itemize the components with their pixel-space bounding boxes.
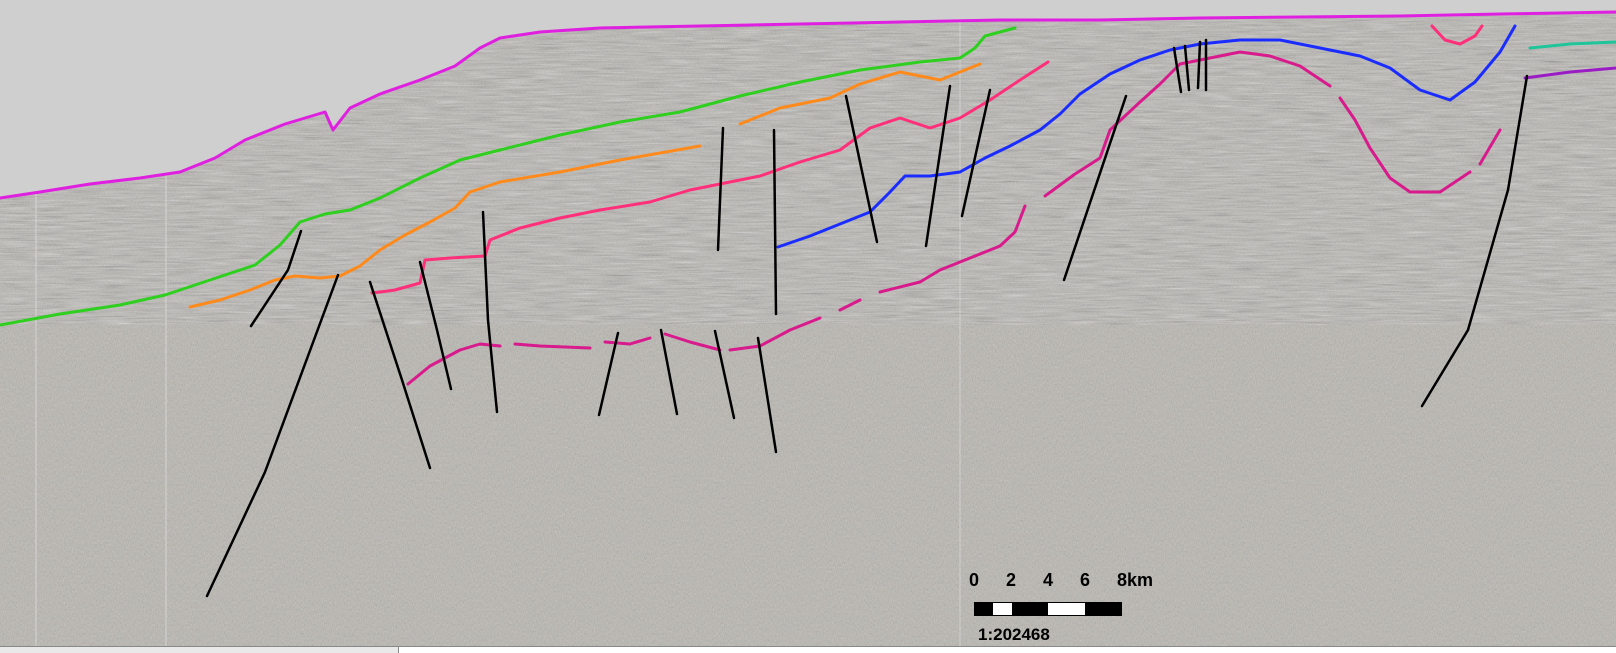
- fault-line[interactable]: [1420, 74, 1529, 408]
- bottom-tab[interactable]: [0, 647, 399, 653]
- scale-ratio: 1:202468: [978, 625, 1050, 644]
- fault-line[interactable]: [713, 329, 736, 420]
- scale-tick-label: 2: [1005, 570, 1017, 590]
- fault-line[interactable]: [844, 94, 879, 244]
- fault-line[interactable]: [1062, 94, 1128, 282]
- horizon-blue[interactable]: [776, 24, 1517, 249]
- scale-segment: [1011, 603, 1048, 615]
- scale-bar-segments: [974, 602, 1122, 616]
- horizon-pink[interactable]: [370, 60, 1050, 295]
- shallow-strata-band: [0, 12, 1616, 325]
- scale-tick-label: 6: [1079, 570, 1091, 590]
- horizon-teal[interactable]: [1528, 40, 1616, 50]
- fault-line[interactable]: [1172, 46, 1183, 94]
- horizon-magenta[interactable]: [406, 50, 1502, 386]
- horizon-seabed[interactable]: [0, 10, 1616, 200]
- scale-tick-label: 4: [1042, 570, 1054, 590]
- fault-line[interactable]: [481, 210, 499, 414]
- scale-bar: 0 2 4 6 8km 1:202468: [960, 570, 1160, 650]
- scale-tick-label: 8km: [1116, 570, 1154, 590]
- fault-line[interactable]: [368, 280, 432, 470]
- horizon-orange[interactable]: [188, 62, 982, 309]
- horizon-green[interactable]: [0, 26, 1017, 327]
- fault-line[interactable]: [960, 88, 992, 218]
- fault-line[interactable]: [924, 84, 952, 248]
- fault-line[interactable]: [418, 260, 453, 391]
- scale-tick-label: 0: [968, 570, 980, 590]
- fault-line[interactable]: [772, 128, 778, 316]
- scale-segment: [1048, 603, 1085, 615]
- fault-line[interactable]: [1183, 44, 1191, 92]
- scale-segment: [975, 603, 994, 615]
- bottom-status-strip: [0, 646, 1616, 653]
- fault-line[interactable]: [597, 331, 620, 417]
- scale-segment: [1084, 603, 1121, 615]
- faults-layer: [205, 38, 1529, 598]
- horizon-pink-shallow[interactable]: [1430, 24, 1484, 46]
- horizons-layer: [0, 10, 1616, 386]
- fault-line[interactable]: [716, 126, 725, 252]
- fault-line[interactable]: [249, 229, 303, 328]
- fault-line[interactable]: [205, 273, 340, 598]
- scale-segment: [993, 603, 1012, 615]
- fault-line[interactable]: [1196, 40, 1202, 90]
- fault-line[interactable]: [756, 336, 778, 454]
- fault-line[interactable]: [659, 328, 679, 416]
- horizon-purple[interactable]: [1523, 66, 1616, 80]
